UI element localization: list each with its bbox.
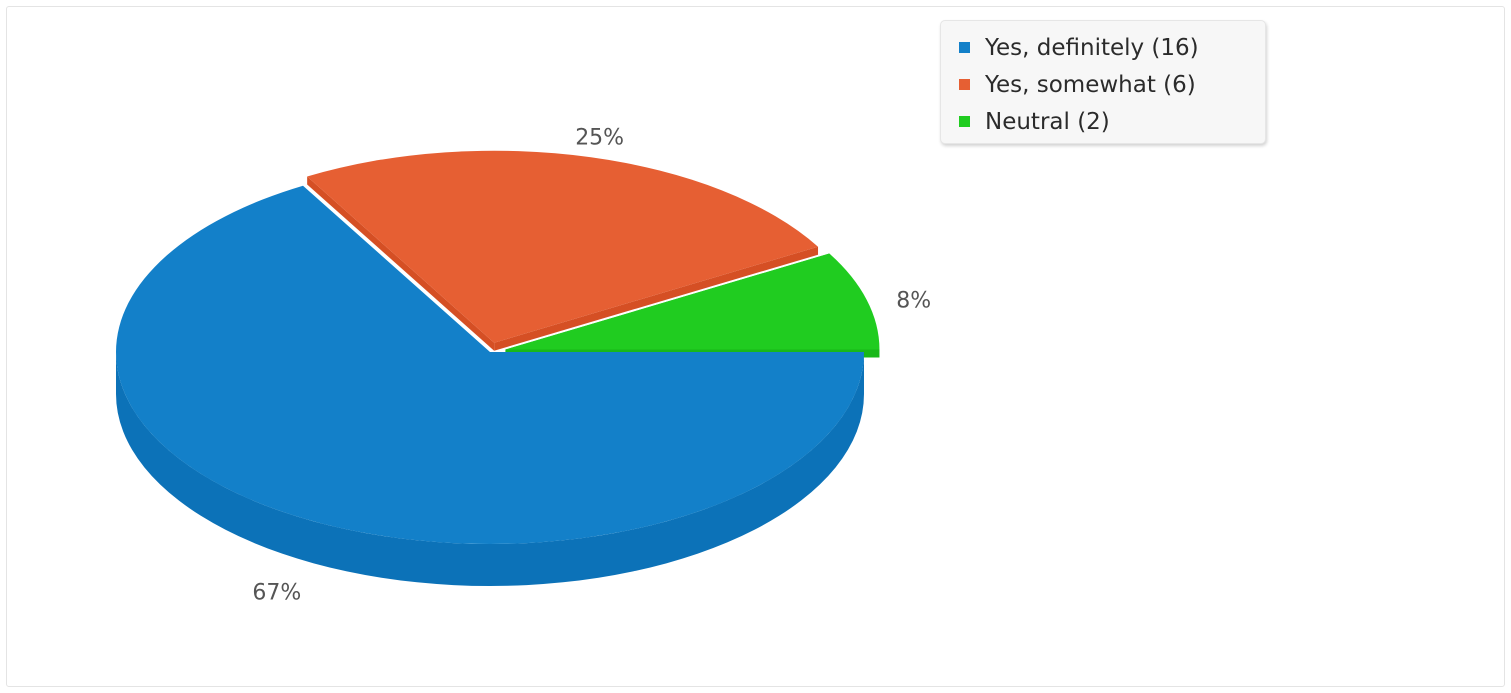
pie-slice-side-yes-definitely [116, 352, 864, 586]
legend-label-neutral: Neutral (2) [985, 108, 1110, 135]
legend-swatch-neutral [959, 116, 970, 127]
pie-label-yes-somewhat: 25% [575, 126, 624, 151]
pie-label-neutral: 8% [896, 288, 931, 313]
legend-label-yes-somewhat: Yes, somewhat (6) [985, 71, 1196, 98]
legend-item-neutral[interactable]: Neutral (2) [959, 103, 1265, 140]
pie-slice-neutral [505, 253, 880, 350]
pie-slice-yes-somewhat [307, 150, 819, 343]
legend-item-yes-somewhat[interactable]: Yes, somewhat (6) [959, 66, 1265, 103]
pie-slice-yes-definitely [116, 185, 864, 544]
chart-legend: Yes, definitely (16) Yes, somewhat (6) N… [940, 20, 1266, 144]
legend-swatch-yes-somewhat [959, 79, 970, 90]
legend-label-yes-definitely: Yes, definitely (16) [985, 34, 1199, 61]
legend-item-yes-definitely[interactable]: Yes, definitely (16) [959, 29, 1265, 66]
pie-label-yes-definitely: 67% [252, 581, 301, 606]
pie-slice-cut-yes-somewhat-1 [494, 246, 819, 351]
pie-slice-cut-yes-somewhat-0 [307, 176, 495, 351]
legend-swatch-yes-definitely [959, 42, 970, 53]
